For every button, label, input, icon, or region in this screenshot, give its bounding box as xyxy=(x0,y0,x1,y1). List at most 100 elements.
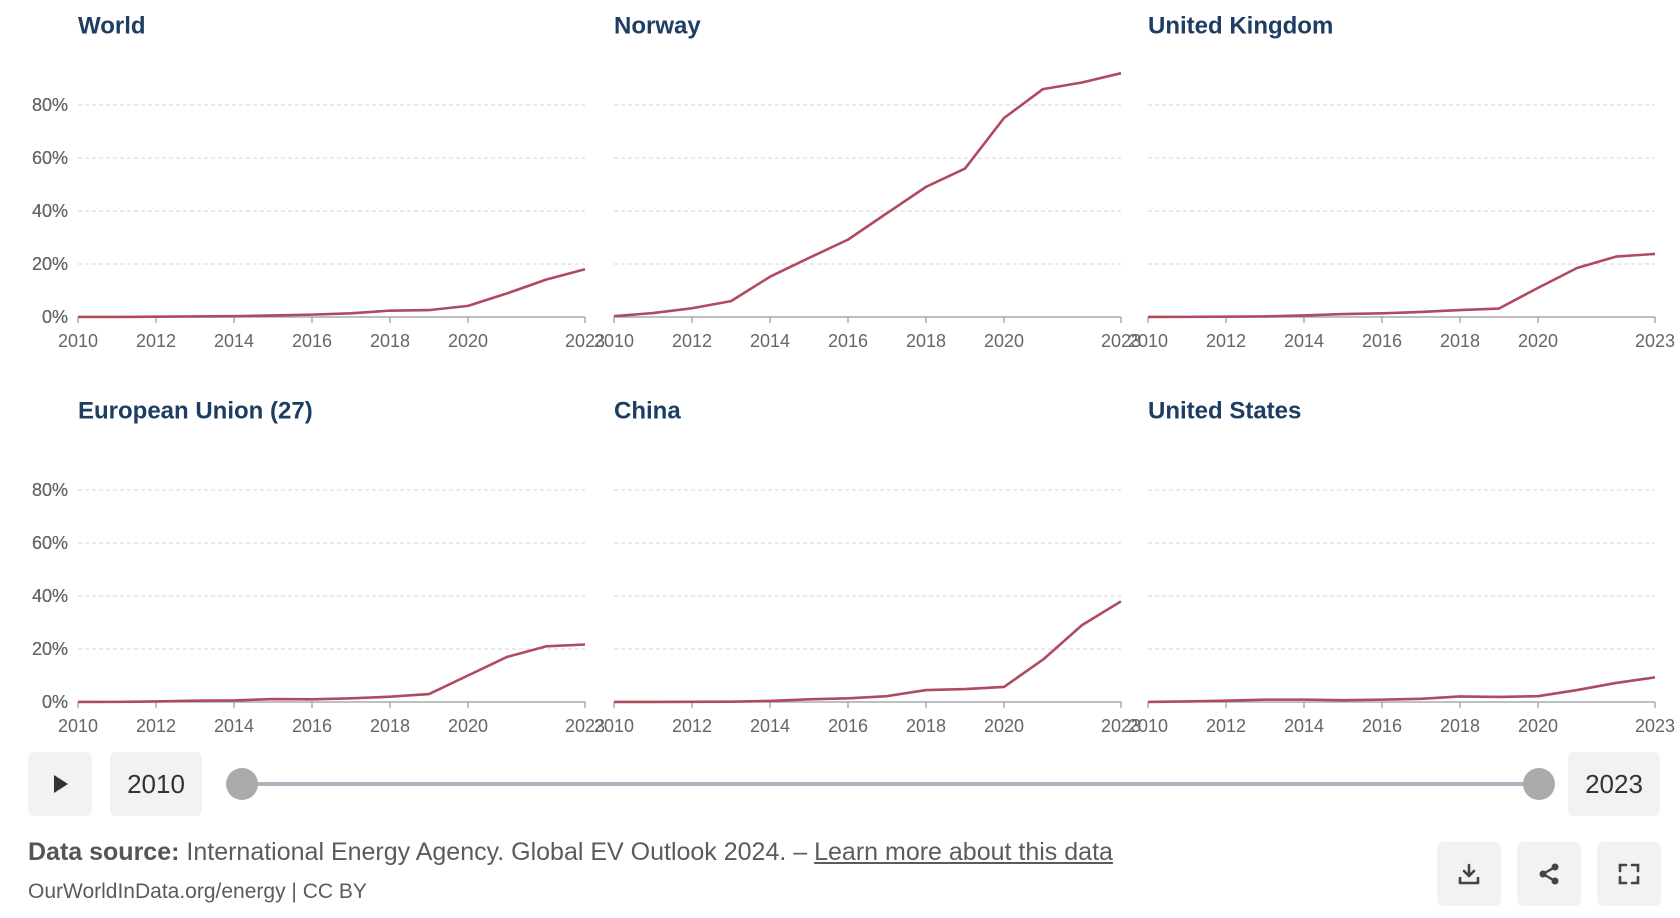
y-tick-label: 80% xyxy=(32,95,68,115)
y-tick-label: 40% xyxy=(32,201,68,221)
x-tick-label: 2014 xyxy=(214,716,254,736)
source-label: Data source: xyxy=(28,838,180,866)
y-tick-label: 60% xyxy=(32,533,68,553)
x-tick-label: 2012 xyxy=(672,716,712,736)
x-tick-label: 2023 xyxy=(565,716,605,736)
timeline-control: 2010 2023 xyxy=(28,752,1660,816)
timeline-start-year[interactable]: 2010 xyxy=(110,752,202,816)
x-tick-label: 2012 xyxy=(136,716,176,736)
x-tick-label: 2020 xyxy=(1518,716,1558,736)
y-tick-label: 60% xyxy=(32,148,68,168)
y-tick-label: 40% xyxy=(32,586,68,606)
y-tick-label: 20% xyxy=(32,254,68,274)
y-tick-label: 40% xyxy=(32,586,68,606)
panel-title-china: China xyxy=(614,397,681,424)
fullscreen-button[interactable] xyxy=(1597,842,1661,906)
x-tick-label: 2010 xyxy=(1128,331,1168,351)
x-tick-label: 2018 xyxy=(906,716,946,736)
panel-title-norway: Norway xyxy=(614,12,701,39)
x-tick-label: 2020 xyxy=(1518,331,1558,351)
y-tick-label: 60% xyxy=(32,148,68,168)
x-tick-label: 2018 xyxy=(1440,716,1480,736)
x-tick-label: 2012 xyxy=(672,331,712,351)
series-line-world xyxy=(77,268,586,319)
x-tick-label: 2014 xyxy=(750,331,790,351)
data-source: Data source: International Energy Agency… xyxy=(28,838,1113,867)
y-tick-label: 40% xyxy=(32,201,68,221)
timeline-start-handle[interactable] xyxy=(226,768,258,800)
x-tick-label: 2018 xyxy=(1440,331,1480,351)
x-tick-label: 2010 xyxy=(58,331,98,351)
x-tick-label: 2018 xyxy=(370,331,410,351)
download-icon xyxy=(1458,863,1480,885)
y-tick-label: 20% xyxy=(32,639,68,659)
learn-more-link[interactable]: Learn more about this data xyxy=(814,838,1113,866)
y-tick-label: 40% xyxy=(32,201,68,221)
timeline-track[interactable] xyxy=(242,782,1538,786)
y-tick-label: 40% xyxy=(32,586,68,606)
y-tick-label: 60% xyxy=(32,148,68,168)
x-tick-label: 2016 xyxy=(1362,716,1402,736)
y-tick-label: 0% xyxy=(42,692,68,712)
x-tick-label: 2016 xyxy=(1362,331,1402,351)
x-tick-label: 2020 xyxy=(984,331,1024,351)
y-tick-label: 60% xyxy=(32,533,68,553)
x-tick-label: 2020 xyxy=(448,716,488,736)
timeline-end-year[interactable]: 2023 xyxy=(1568,752,1660,816)
x-tick-label: 2018 xyxy=(906,331,946,351)
fullscreen-icon xyxy=(1618,863,1640,885)
charts-svg: World 0% 20% 40% 60% 80% 2010 2012 2014 2016 2018 2… xyxy=(32,12,1675,736)
x-tick-label: 2014 xyxy=(214,331,254,351)
y-tick-label: 0% xyxy=(42,692,68,712)
x-tick-label: 2018 xyxy=(370,716,410,736)
credit-line: OurWorldInData.org/energy | CC BY xyxy=(28,880,367,903)
x-tick-label: 2014 xyxy=(750,716,790,736)
x-tick-label: 2010 xyxy=(58,716,98,736)
x-tick-label: 2020 xyxy=(984,716,1024,736)
y-tick-label: 0% xyxy=(42,307,68,327)
series-line-norway xyxy=(613,71,1122,318)
x-tick-label: 2012 xyxy=(1206,331,1246,351)
x-tick-label: 2016 xyxy=(828,716,868,736)
series-line-united-kingdom xyxy=(1147,252,1656,319)
x-tick-label: 2010 xyxy=(594,716,634,736)
x-tick-label: 2010 xyxy=(1128,716,1168,736)
y-tick-label: 20% xyxy=(32,639,68,659)
play-button[interactable] xyxy=(28,752,92,816)
panel-title-united-kingdom: United Kingdom xyxy=(1148,12,1333,39)
y-tick-label: 20% xyxy=(32,639,68,659)
source-text: International Energy Agency. Global EV O… xyxy=(179,838,815,866)
download-button[interactable] xyxy=(1437,842,1501,906)
y-tick-label: 0% xyxy=(42,307,68,327)
x-tick-label: 2023 xyxy=(565,331,605,351)
x-tick-label: 2020 xyxy=(448,331,488,351)
y-tick-label: 80% xyxy=(32,480,68,500)
small-multiples-charts: World 0% 20% 40% 60% 80% 2010 2012 2014 2016 2018 2… xyxy=(32,12,1675,736)
x-tick-label: 2016 xyxy=(292,331,332,351)
y-tick-label: 80% xyxy=(32,480,68,500)
timeline-end-handle[interactable] xyxy=(1523,768,1555,800)
x-tick-label: 2023 xyxy=(1101,716,1141,736)
x-tick-label: 2016 xyxy=(292,716,332,736)
series-line-united-states xyxy=(1147,676,1656,704)
y-tick-label: 60% xyxy=(32,533,68,553)
x-tick-label: 2023 xyxy=(1635,331,1675,351)
y-tick-label: 20% xyxy=(32,254,68,274)
y-tick-label: 80% xyxy=(32,95,68,115)
y-tick-label: 0% xyxy=(42,692,68,712)
x-tick-label: 2014 xyxy=(1284,331,1324,351)
share-icon xyxy=(1539,863,1559,885)
panel-title-european-union-27: European Union (27) xyxy=(78,397,313,424)
panel-title-world: World xyxy=(78,12,146,39)
series-line-china xyxy=(613,600,1122,704)
x-tick-label: 2014 xyxy=(1284,716,1324,736)
x-tick-label: 2023 xyxy=(1635,716,1675,736)
y-tick-label: 20% xyxy=(32,254,68,274)
y-tick-label: 80% xyxy=(32,95,68,115)
play-icon xyxy=(54,775,68,793)
y-tick-label: 0% xyxy=(42,307,68,327)
y-tick-label: 80% xyxy=(32,480,68,500)
panel-title-united-states: United States xyxy=(1148,397,1301,424)
share-button[interactable] xyxy=(1517,842,1581,906)
series-line-european-union-27 xyxy=(77,643,586,704)
